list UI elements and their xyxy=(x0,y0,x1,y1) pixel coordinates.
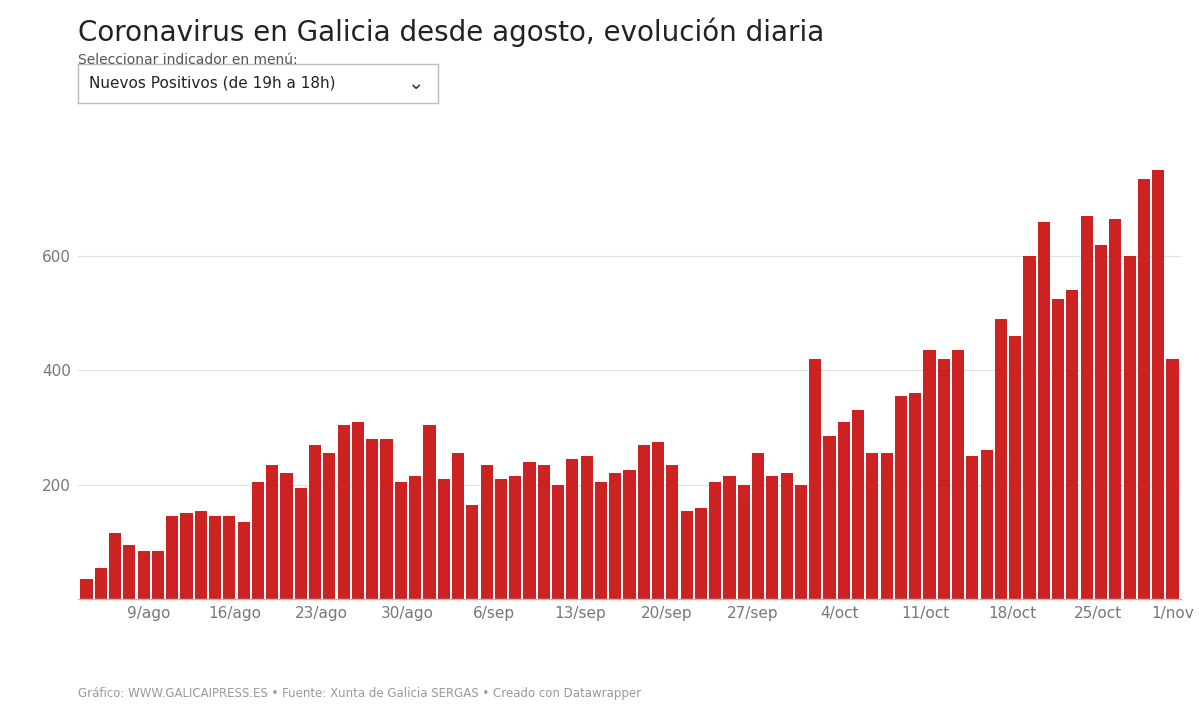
Bar xyxy=(295,488,307,599)
Bar xyxy=(1095,245,1107,599)
Bar xyxy=(95,568,107,599)
Bar xyxy=(123,545,135,599)
Bar xyxy=(1138,179,1150,599)
Bar xyxy=(838,422,850,599)
Bar xyxy=(194,510,207,599)
Bar xyxy=(80,579,92,599)
Bar xyxy=(952,350,964,599)
Bar xyxy=(181,513,193,599)
Bar xyxy=(580,456,592,599)
Bar xyxy=(809,359,821,599)
Bar xyxy=(338,425,350,599)
Bar xyxy=(281,474,293,599)
Bar xyxy=(938,359,950,599)
Bar xyxy=(1038,222,1050,599)
Bar xyxy=(880,453,893,599)
Bar xyxy=(495,479,507,599)
Bar xyxy=(252,482,264,599)
Bar xyxy=(709,482,722,599)
Bar xyxy=(966,456,978,599)
Bar xyxy=(524,462,536,599)
Bar xyxy=(481,465,493,599)
Bar xyxy=(510,476,522,599)
Bar xyxy=(795,485,807,599)
Bar xyxy=(394,482,406,599)
Bar xyxy=(1066,291,1078,599)
Bar xyxy=(409,476,421,599)
Bar xyxy=(324,453,336,599)
Bar xyxy=(1109,219,1121,599)
Bar xyxy=(209,516,221,599)
Text: Gráfico: WWW.GALICAIPRESS.ES • Fuente: Xunta de Galicia SERGAS • Creado con Data: Gráfico: WWW.GALICAIPRESS.ES • Fuente: X… xyxy=(78,688,641,700)
Bar xyxy=(766,476,778,599)
Bar xyxy=(566,459,578,599)
Bar xyxy=(923,350,935,599)
Text: ⌄: ⌄ xyxy=(406,74,423,93)
Bar xyxy=(152,550,164,599)
Text: Coronavirus en Galicia desde agosto, evolución diaria: Coronavirus en Galicia desde agosto, evo… xyxy=(78,18,824,48)
Bar xyxy=(894,396,906,599)
Bar xyxy=(1024,256,1036,599)
Bar xyxy=(423,425,435,599)
Bar xyxy=(537,465,550,599)
Bar xyxy=(995,319,1007,599)
Bar xyxy=(138,550,150,599)
Bar xyxy=(737,485,749,599)
Text: Nuevos Positivos (de 19h a 18h): Nuevos Positivos (de 19h a 18h) xyxy=(89,76,336,91)
Bar xyxy=(1010,336,1022,599)
Bar xyxy=(1167,359,1179,599)
Bar xyxy=(667,465,679,599)
Bar xyxy=(681,510,693,599)
Bar xyxy=(595,482,607,599)
Bar xyxy=(867,453,879,599)
Bar xyxy=(1080,216,1092,599)
Bar xyxy=(438,479,450,599)
Bar xyxy=(852,411,864,599)
Bar xyxy=(638,445,650,599)
Text: Seleccionar indicador en menú:: Seleccionar indicador en menú: xyxy=(78,53,297,67)
Bar xyxy=(909,393,921,599)
Bar xyxy=(366,439,379,599)
Bar xyxy=(781,474,793,599)
Bar xyxy=(723,476,735,599)
Bar xyxy=(237,522,249,599)
Bar xyxy=(167,516,179,599)
Bar xyxy=(1152,170,1164,599)
Bar xyxy=(609,474,621,599)
Bar xyxy=(223,516,235,599)
Bar xyxy=(695,508,707,599)
Bar xyxy=(353,422,364,599)
Bar xyxy=(623,471,635,599)
Bar xyxy=(652,442,664,599)
Bar xyxy=(109,533,121,599)
Bar xyxy=(552,485,564,599)
Bar xyxy=(452,453,464,599)
Bar xyxy=(1052,299,1065,599)
Bar xyxy=(752,453,764,599)
Bar xyxy=(309,445,321,599)
Bar xyxy=(1123,256,1135,599)
Bar xyxy=(824,436,836,599)
Bar xyxy=(380,439,392,599)
Bar xyxy=(981,450,993,599)
Bar xyxy=(466,505,478,599)
Bar xyxy=(266,465,278,599)
